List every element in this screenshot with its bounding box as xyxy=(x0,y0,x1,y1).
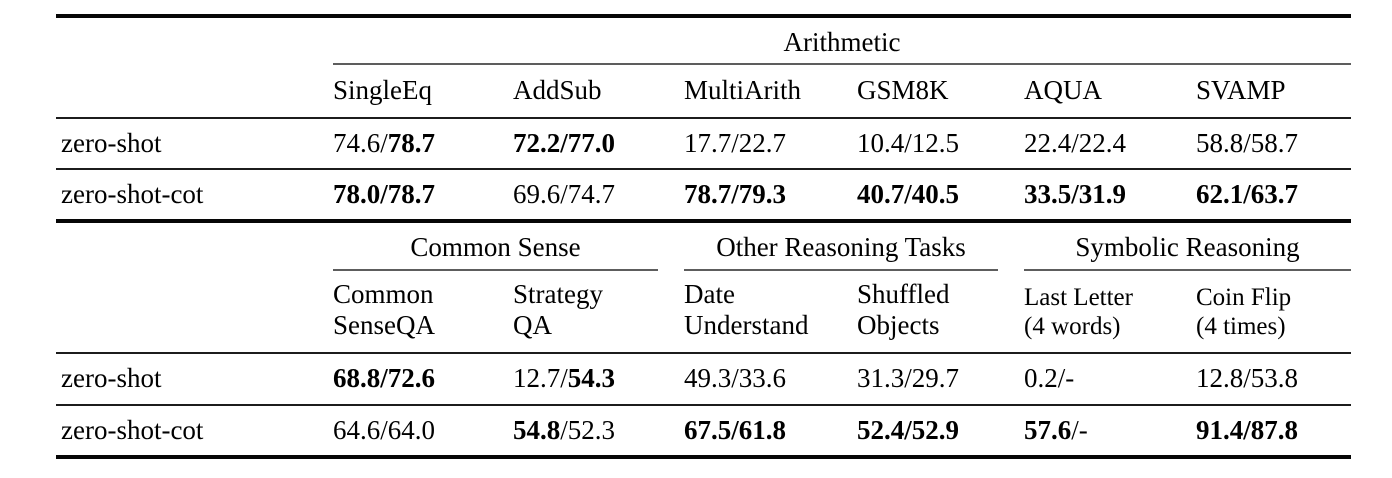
corner-cell xyxy=(56,219,333,271)
results-table: Arithmetic SingleEq AddSub MultiArith GS… xyxy=(56,13,1352,460)
group-cell-arithmetic: Arithmetic xyxy=(333,13,1352,66)
score-cell: 54.8/52.3 xyxy=(513,403,684,460)
score-cell: 0.2/- xyxy=(1024,352,1196,405)
column-header-coin-flip: Coin Flip (4 times) xyxy=(1196,284,1292,341)
score-cell: 12.8/53.8 xyxy=(1196,352,1352,405)
table-row: zero-shot-cot 78.0/78.7 69.6/74.7 78.7/7… xyxy=(56,168,1352,222)
column-header-aqua: AQUA xyxy=(1024,75,1102,106)
corner-cell xyxy=(56,65,333,117)
score-cell: 57.6/- xyxy=(1024,403,1196,460)
score-cell: 78.7/79.3 xyxy=(684,168,857,222)
score-cell: 67.5/61.8 xyxy=(684,403,857,460)
score-cell: 69.6/74.7 xyxy=(513,168,684,222)
score-cell: 74.6/78.7 xyxy=(333,116,513,170)
row-label: zero-shot-cot xyxy=(56,403,333,460)
column-header-svamp: SVAMP xyxy=(1196,75,1286,106)
score-cell: 68.8/72.6 xyxy=(333,352,513,405)
score-cell: 62.1/63.7 xyxy=(1196,168,1352,222)
section1-column-header-row: SingleEq AddSub MultiArith GSM8K AQUA SV… xyxy=(56,65,1351,117)
score-cell: 17.7/22.7 xyxy=(684,116,857,170)
group-cell-common-sense: Common Sense xyxy=(333,219,684,271)
score-cell: 58.8/58.7 xyxy=(1196,116,1352,170)
group-header-arithmetic: Arithmetic xyxy=(333,28,1352,66)
row-label: zero-shot-cot xyxy=(56,168,333,222)
column-header-commonsenseqa: Common SenseQA xyxy=(333,278,435,341)
column-header-multiarith: MultiArith xyxy=(684,75,802,106)
group-header-other-reasoning: Other Reasoning Tasks xyxy=(684,233,998,271)
column-header-shuffled-objects: Shuffled Objects xyxy=(857,278,950,341)
row-label: zero-shot xyxy=(56,116,333,170)
score-cell: 40.7/40.5 xyxy=(857,168,1024,222)
section2-group-row: Common Sense Other Reasoning Tasks Symbo… xyxy=(56,219,1352,271)
column-header-addsub: AddSub xyxy=(513,75,602,106)
score-cell: 10.4/12.5 xyxy=(857,116,1024,170)
score-cell: 49.3/33.6 xyxy=(684,352,857,405)
column-header-gsm8k: GSM8K xyxy=(857,75,949,106)
group-header-symbolic-reasoning: Symbolic Reasoning xyxy=(1024,233,1352,271)
section2-column-header-row: Common SenseQA Strategy QA Date Understa… xyxy=(56,271,1351,354)
score-cell: 64.6/64.0 xyxy=(333,403,513,460)
score-cell: 31.3/29.7 xyxy=(857,352,1024,405)
score-cell: 78.0/78.7 xyxy=(333,168,513,222)
group-cell-other-reasoning: Other Reasoning Tasks xyxy=(684,219,1024,271)
score-cell: 12.7/54.3 xyxy=(513,352,684,405)
score-cell: 33.5/31.9 xyxy=(1024,168,1196,222)
section1-group-row: Arithmetic xyxy=(56,13,1352,66)
corner-cell xyxy=(56,13,333,66)
corner-cell xyxy=(56,271,333,354)
group-cell-symbolic-reasoning: Symbolic Reasoning xyxy=(1024,219,1352,271)
score-cell: 72.2/77.0 xyxy=(513,116,684,170)
column-header-last-letter: Last Letter (4 words) xyxy=(1024,284,1133,341)
score-cell: 91.4/87.8 xyxy=(1196,403,1352,460)
row-label: zero-shot xyxy=(56,352,333,405)
column-header-strategyqa: Strategy QA xyxy=(513,278,603,341)
column-header-date-understand: Date Understand xyxy=(684,278,809,341)
table-row: zero-shot-cot 64.6/64.0 54.8/52.3 67.5/6… xyxy=(56,403,1352,460)
table-row: zero-shot 74.6/78.7 72.2/77.0 17.7/22.7 … xyxy=(56,116,1352,170)
score-cell: 52.4/52.9 xyxy=(857,403,1024,460)
table-row: zero-shot 68.8/72.6 12.7/54.3 49.3/33.6 … xyxy=(56,352,1352,405)
column-header-singleeq: SingleEq xyxy=(333,75,432,106)
group-header-common-sense: Common Sense xyxy=(333,233,658,271)
score-cell: 22.4/22.4 xyxy=(1024,116,1196,170)
